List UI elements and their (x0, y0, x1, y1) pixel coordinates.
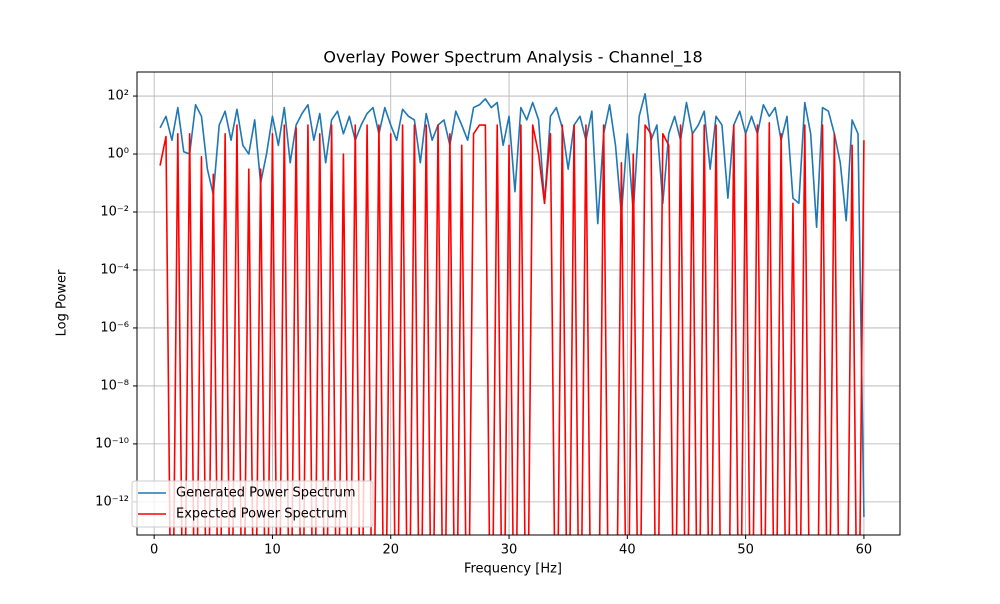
x-tick-label: 10 (264, 543, 281, 558)
line-series (159, 92, 865, 518)
x-tick-label: 60 (856, 543, 873, 558)
plot-frame (136, 71, 901, 536)
y-tick-label: 10⁻⁸ (100, 378, 129, 393)
chart-title: Overlay Power Spectrum Analysis - Channe… (323, 48, 702, 68)
y-tick-label: 10⁻² (100, 205, 129, 220)
plot-lines (159, 92, 865, 535)
line-series (159, 121, 865, 535)
legend-label: Generated Power Spectrum (176, 486, 356, 501)
y-tick-label: 10⁻⁶ (100, 320, 129, 335)
legend: Generated Power Spectrum Expected Power S… (131, 480, 374, 528)
y-tick-label: 10⁰ (107, 147, 129, 162)
x-axis-label: Frequency [Hz] (464, 562, 562, 577)
x-tick-label: 50 (737, 543, 754, 558)
y-axis-label: Log Power (55, 269, 70, 336)
legend-box (131, 480, 374, 528)
x-tick-label: 40 (619, 543, 636, 558)
y-tick-label: 10⁻⁴ (100, 262, 129, 277)
y-tick-label: 10⁻¹² (95, 494, 129, 509)
ticks: 0 10 20 30 40 50 60 10⁻¹² 10⁻¹⁰ 10⁻⁸ 10⁻⁶ 10⁻⁴ 10⁻² 1… (95, 89, 872, 558)
x-tick-label: 30 (501, 543, 518, 558)
y-tick-label: 10² (107, 89, 129, 104)
x-tick-label: 20 (382, 543, 399, 558)
legend-label: Expected Power Spectrum (176, 507, 347, 522)
y-tick-label: 10⁻¹⁰ (95, 436, 129, 451)
x-tick-label: 0 (150, 543, 158, 558)
